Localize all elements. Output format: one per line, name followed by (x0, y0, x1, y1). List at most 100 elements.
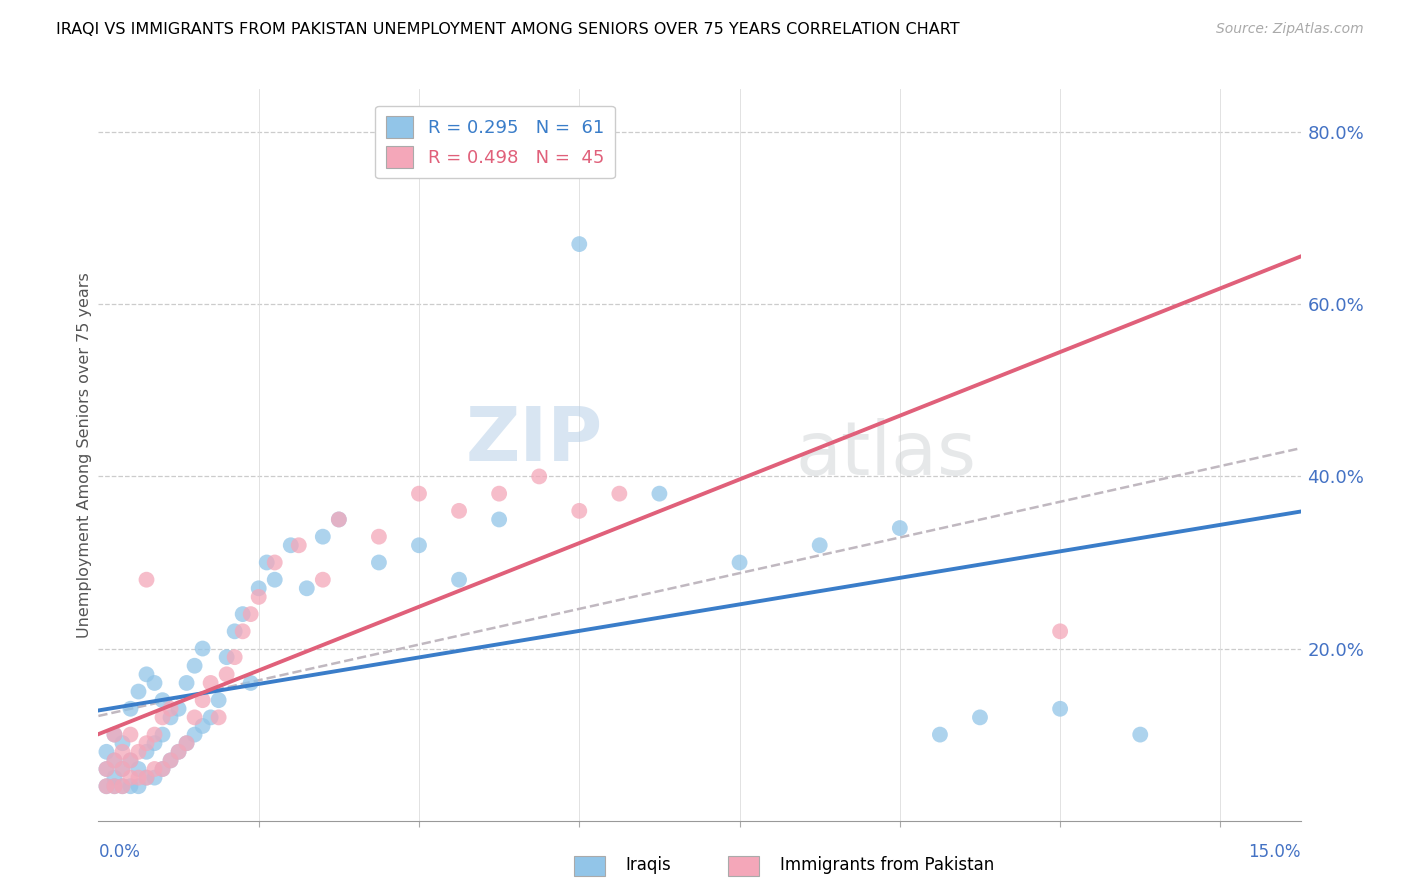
Point (167, 745, 190, 759)
Text: 0.0%: 0.0% (98, 843, 141, 861)
Point (183, 710, 205, 724)
Point (889, 521, 911, 535)
Point (609, 486, 631, 500)
Point (312, 573, 335, 587)
Point (247, 590, 270, 604)
Point (120, 728, 142, 742)
Point (488, 512, 510, 526)
Point (103, 771, 125, 785)
Point (103, 753, 125, 767)
Point (152, 762, 174, 776)
Point (808, 538, 831, 552)
Point (135, 745, 157, 759)
Point (232, 624, 254, 639)
Point (111, 736, 134, 750)
Point (111, 762, 134, 776)
Point (232, 607, 254, 621)
Point (103, 779, 125, 793)
Point (135, 667, 157, 681)
Point (128, 779, 150, 793)
Point (103, 753, 125, 767)
Point (568, 237, 591, 252)
Point (447, 573, 470, 587)
Point (183, 658, 205, 673)
Point (135, 771, 157, 785)
Point (176, 676, 198, 690)
Point (529, 469, 551, 483)
Point (111, 762, 134, 776)
Point (191, 719, 214, 733)
Point (103, 728, 125, 742)
Point (120, 779, 142, 793)
Point (96, 745, 118, 759)
Point (120, 753, 142, 767)
Point (183, 728, 205, 742)
Point (96, 762, 118, 776)
Point (176, 736, 198, 750)
Point (143, 728, 166, 742)
Point (200, 676, 222, 690)
Text: Immigrants from Pakistan: Immigrants from Pakistan (780, 856, 994, 874)
Point (215, 650, 238, 665)
Point (191, 641, 214, 656)
Point (167, 745, 190, 759)
Point (111, 779, 134, 793)
Point (368, 556, 391, 570)
Point (128, 771, 150, 785)
Point (728, 556, 751, 570)
Point (328, 512, 350, 526)
Point (128, 684, 150, 698)
Point (143, 762, 166, 776)
Point (280, 538, 302, 552)
Point (247, 582, 270, 596)
Point (1129, 728, 1152, 742)
Text: ZIP: ZIP (465, 404, 603, 477)
Point (263, 556, 285, 570)
Point (143, 676, 166, 690)
Point (191, 693, 214, 707)
Point (224, 624, 246, 639)
Point (447, 504, 470, 518)
Point (263, 573, 285, 587)
Point (239, 607, 262, 621)
Text: 15.0%: 15.0% (1249, 843, 1301, 861)
Text: IRAQI VS IMMIGRANTS FROM PAKISTAN UNEMPLOYMENT AMONG SENIORS OVER 75 YEARS CORRE: IRAQI VS IMMIGRANTS FROM PAKISTAN UNEMPL… (56, 22, 960, 37)
Point (96, 779, 118, 793)
Point (135, 736, 157, 750)
Point (208, 693, 231, 707)
Point (152, 710, 174, 724)
Y-axis label: Unemployment Among Seniors over 75 years: Unemployment Among Seniors over 75 years (77, 272, 91, 638)
Point (152, 728, 174, 742)
Point (152, 693, 174, 707)
Point (408, 538, 430, 552)
Text: Iraqis: Iraqis (626, 856, 672, 874)
Point (288, 538, 311, 552)
Point (120, 771, 142, 785)
Point (159, 702, 181, 716)
Point (135, 573, 157, 587)
Point (256, 556, 278, 570)
Point (103, 728, 125, 742)
Point (648, 486, 671, 500)
Point (96, 779, 118, 793)
Point (200, 710, 222, 724)
Point (96, 762, 118, 776)
Point (128, 762, 150, 776)
Text: Source: ZipAtlas.com: Source: ZipAtlas.com (1216, 22, 1364, 37)
Point (408, 486, 430, 500)
Point (128, 745, 150, 759)
Legend: R = 0.295   N =  61, R = 0.498   N =  45: R = 0.295 N = 61, R = 0.498 N = 45 (375, 105, 614, 178)
Point (1049, 702, 1071, 716)
Point (120, 753, 142, 767)
Point (167, 702, 190, 716)
Point (295, 582, 318, 596)
Point (111, 745, 134, 759)
Point (239, 676, 262, 690)
Point (224, 650, 246, 665)
Point (215, 667, 238, 681)
Point (568, 504, 591, 518)
Point (488, 486, 510, 500)
Point (103, 779, 125, 793)
Point (328, 512, 350, 526)
Point (929, 728, 952, 742)
